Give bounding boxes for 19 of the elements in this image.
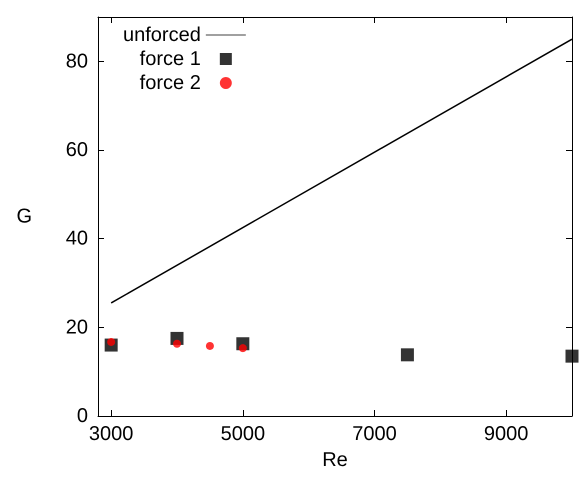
x-tick-label: 7000: [352, 423, 397, 445]
y-tick-label: 40: [66, 228, 88, 250]
x-tick-label: 9000: [484, 423, 528, 445]
y-tick-label: 80: [66, 50, 88, 72]
y-tick-label: 60: [66, 139, 88, 161]
point: [206, 342, 214, 350]
y-tick-label: 0: [76, 405, 88, 427]
y-axis-title: G: [16, 206, 32, 228]
point: [173, 340, 181, 348]
legend-label: force 2: [140, 72, 201, 94]
y-tick-label: 20: [66, 316, 88, 338]
x-tick-label: 3000: [88, 423, 134, 445]
x-tick-label: 5000: [220, 423, 266, 445]
legend-label: unforced: [122, 24, 201, 46]
point: [238, 344, 247, 352]
x-axis-title: Re: [322, 449, 348, 471]
point: [566, 350, 578, 363]
point: [400, 348, 414, 362]
legend-label: force 1: [140, 48, 201, 70]
